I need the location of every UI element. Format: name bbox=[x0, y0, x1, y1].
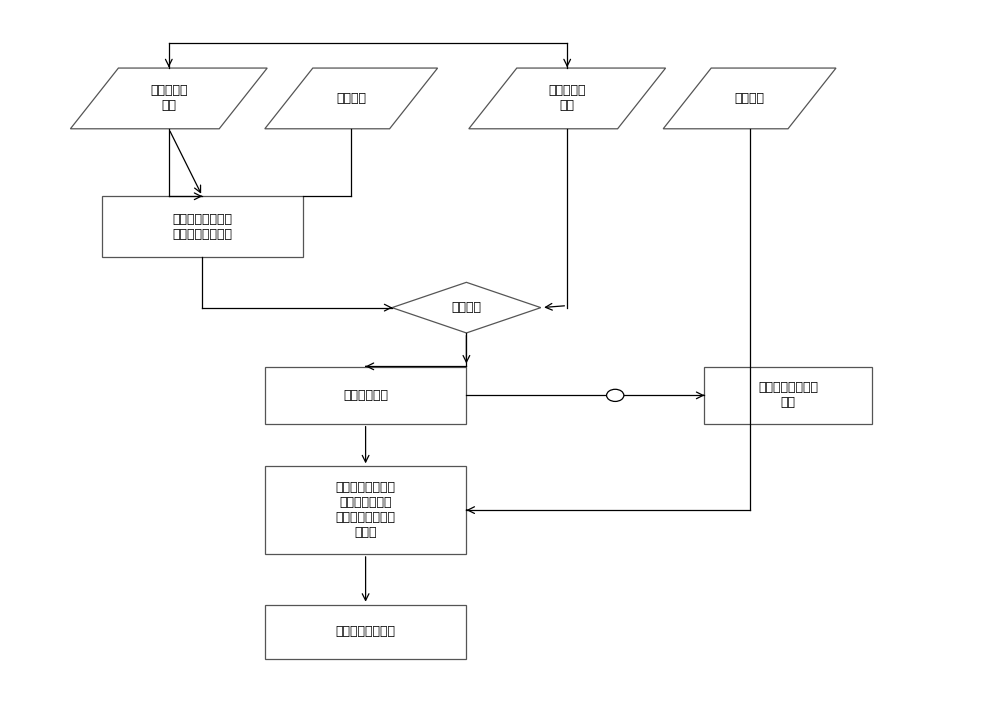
Bar bbox=[704, 367, 872, 424]
Polygon shape bbox=[392, 283, 541, 333]
Text: 去除几何距离项的
卫星同步观测数
据，卫星坐标和卫
星钟差: 去除几何距离项的 卫星同步观测数 据，卫星坐标和卫 星钟差 bbox=[336, 481, 396, 539]
Polygon shape bbox=[70, 68, 267, 129]
Text: 站际历元二次方程: 站际历元二次方程 bbox=[336, 625, 396, 638]
Bar bbox=[102, 196, 303, 257]
Polygon shape bbox=[265, 68, 438, 129]
Polygon shape bbox=[663, 68, 836, 129]
Text: 基站坐标: 基站坐标 bbox=[735, 92, 765, 105]
Text: 流动站观测
数据: 流动站观测 数据 bbox=[150, 84, 188, 112]
Text: 星历数据: 星历数据 bbox=[336, 92, 366, 105]
Circle shape bbox=[607, 389, 624, 401]
Text: 获取共视卫星: 获取共视卫星 bbox=[343, 389, 388, 402]
Text: 多普勒积分法探测
周跳: 多普勒积分法探测 周跳 bbox=[758, 381, 818, 409]
Text: 伪距单点定位获取
流动站单点定位解: 伪距单点定位获取 流动站单点定位解 bbox=[172, 212, 232, 240]
Text: 时间同步: 时间同步 bbox=[451, 301, 481, 314]
Text: 基准站观测
数据: 基准站观测 数据 bbox=[548, 84, 586, 112]
Bar bbox=[265, 367, 466, 424]
Bar bbox=[265, 466, 466, 554]
Bar bbox=[265, 605, 466, 659]
Polygon shape bbox=[469, 68, 666, 129]
